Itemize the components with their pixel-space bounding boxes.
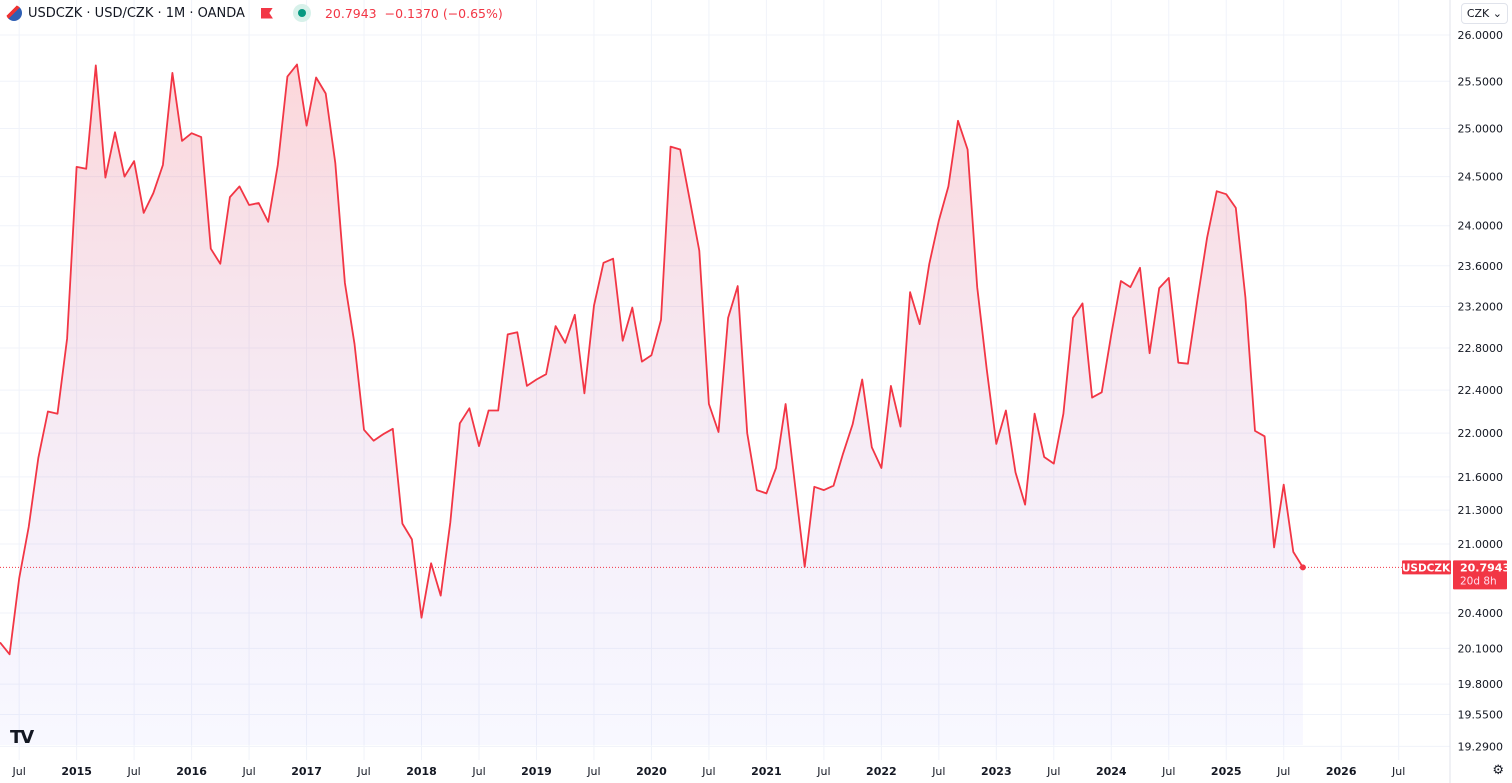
x-tick-label: Jul: [701, 765, 715, 778]
x-tick-label: 2023: [981, 765, 1012, 778]
symbol-title[interactable]: USDCZK · USD/CZK · 1M · OANDA: [28, 5, 245, 21]
x-tick-label: 2026: [1326, 765, 1357, 778]
x-tick-label: Jul: [1391, 765, 1405, 778]
y-tick-label: 22.0000: [1458, 427, 1504, 440]
y-tick-label: 20.1000: [1458, 642, 1504, 655]
y-tick-label: 26.0000: [1458, 29, 1504, 42]
x-tick-label: 2017: [291, 765, 322, 778]
x-tick-label: 2021: [751, 765, 782, 778]
x-tick-label: 2024: [1096, 765, 1127, 778]
y-tick-label: 22.4000: [1458, 384, 1504, 397]
market-status-icon[interactable]: [292, 4, 311, 22]
market-closed-flag-icon[interactable]: [260, 7, 273, 19]
y-tick-label: 22.8000: [1458, 342, 1504, 355]
price-area-fill: [0, 64, 1303, 745]
x-tick-label: 2020: [636, 765, 667, 778]
y-tick-label: 24.5000: [1458, 171, 1504, 184]
y-tick-label: 21.3000: [1458, 504, 1504, 517]
symbol-header: USDCZK · USD/CZK · 1M · OANDA 20.7943 −0…: [6, 4, 503, 22]
x-tick-label: Jul: [586, 765, 600, 778]
price-tag: 20.7943: [1460, 561, 1510, 574]
chevron-down-icon: ⌄: [1492, 7, 1502, 20]
x-tick-label: Jul: [1046, 765, 1060, 778]
x-tick-label: Jul: [12, 765, 26, 778]
x-tick-label: 2025: [1211, 765, 1242, 778]
y-tick-label: 19.2900: [1458, 740, 1504, 753]
last-price: 20.7943: [324, 5, 377, 21]
y-tick-label: 20.4000: [1458, 607, 1504, 620]
currency-selector[interactable]: CZK ⌄: [1460, 3, 1508, 24]
x-tick-label: 2018: [406, 765, 437, 778]
x-tick-label: 2022: [866, 765, 897, 778]
x-tick-label: Jul: [816, 765, 830, 778]
y-tick-label: 25.0000: [1458, 122, 1504, 135]
price-change: −0.1370 (−0.65%): [384, 5, 503, 21]
y-tick-label: 23.6000: [1458, 260, 1504, 273]
x-tick-label: Jul: [241, 765, 255, 778]
x-tick-label: 2015: [61, 765, 92, 778]
x-tick-label: 2016: [176, 765, 207, 778]
y-tick-label: 21.6000: [1458, 471, 1504, 484]
x-tick-label: Jul: [1276, 765, 1290, 778]
usd-czk-flag-icon: [6, 5, 22, 21]
tradingview-logo[interactable]: TV: [10, 727, 34, 748]
y-tick-label: 21.0000: [1458, 538, 1504, 551]
bar-countdown: 20d 8h: [1460, 575, 1497, 587]
currency-label: CZK: [1466, 7, 1490, 20]
x-tick-label: Jul: [356, 765, 370, 778]
price-line[interactable]: [0, 63, 1304, 656]
price-tag-bg: [1453, 560, 1507, 590]
x-tick-label: Jul: [1161, 765, 1175, 778]
x-tick-label: Jul: [471, 765, 485, 778]
symbol-tag: USDCZK: [1402, 562, 1451, 574]
y-tick-label: 23.2000: [1458, 301, 1504, 314]
settings-icon[interactable]: ⚙: [1492, 763, 1504, 778]
y-tick-label: 19.8000: [1458, 678, 1504, 691]
y-tick-label: 19.5500: [1458, 708, 1504, 721]
last-price-dot: [1299, 564, 1306, 571]
x-tick-label: 2019: [521, 765, 552, 778]
y-tick-label: 24.0000: [1458, 220, 1504, 233]
y-tick-label: 25.5000: [1458, 75, 1504, 88]
x-tick-label: Jul: [931, 765, 945, 778]
x-tick-label: Jul: [126, 765, 140, 778]
symbol-tag-bg: [1402, 560, 1451, 575]
